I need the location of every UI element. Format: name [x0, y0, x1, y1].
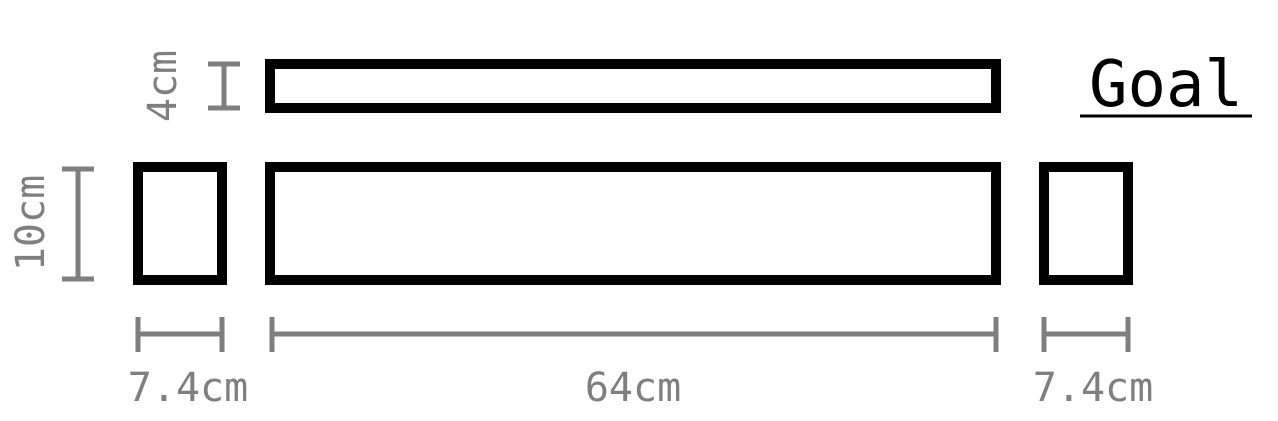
right-width-label: 7.4cm [1033, 365, 1153, 411]
left-width-dimension [135, 317, 225, 352]
goal-label: Goal [1089, 48, 1243, 122]
height-4cm-label: 4cm [140, 50, 186, 122]
right-width-dimension [1041, 317, 1131, 352]
left-panel [133, 162, 227, 285]
center-panel [265, 162, 1001, 285]
height-4cm-dimension [208, 61, 240, 111]
right-panel [1039, 162, 1133, 285]
center-width-label: 64cm [585, 365, 681, 411]
left-width-label: 7.4cm [128, 365, 248, 411]
goal-bar [265, 59, 1001, 113]
height-10cm-dimension [62, 166, 94, 282]
height-10cm-label: 10cm [8, 175, 54, 271]
center-width-dimension [269, 317, 999, 352]
